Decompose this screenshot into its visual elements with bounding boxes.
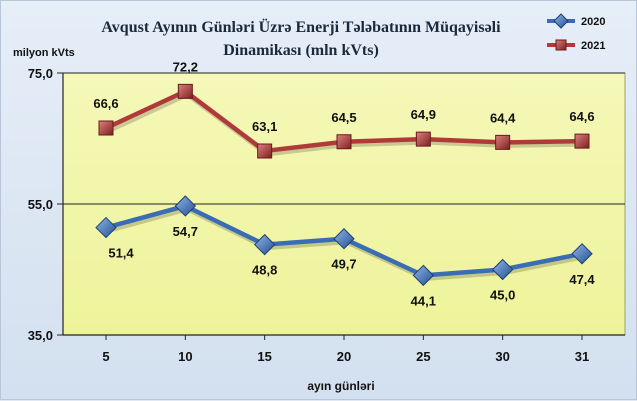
x-tick-label: 30	[495, 349, 509, 364]
x-tick-label: 25	[416, 349, 430, 364]
x-tick-label: 10	[178, 349, 192, 364]
data-label-2021: 63,1	[252, 119, 277, 134]
y-axis-label: milyon kVts	[13, 47, 75, 59]
legend-marker-2020	[553, 13, 569, 29]
data-label-2021: 64,4	[490, 110, 516, 125]
data-point-2021	[336, 134, 352, 150]
data-point-2021	[415, 131, 431, 147]
x-tick-label: 5	[102, 349, 109, 364]
data-label-2021: 64,6	[569, 109, 594, 124]
data-point-2021	[98, 120, 114, 136]
data-label-2020: 48,8	[252, 263, 277, 278]
data-point-2020	[571, 243, 593, 265]
y-tick-label: 75,0	[28, 66, 53, 81]
x-tick-label: 31	[575, 349, 589, 364]
data-label-2020: 44,1	[411, 293, 436, 308]
data-point-2021	[177, 83, 193, 99]
data-label-2021: 66,6	[93, 96, 118, 111]
data-label-2020: 45,0	[490, 288, 515, 303]
data-point-2021	[257, 143, 273, 159]
y-tick-label: 35,0	[28, 328, 53, 343]
y-tick-label: 55,0	[28, 197, 53, 212]
data-label-2021: 64,5	[331, 110, 356, 125]
legend-marker-2021	[555, 39, 567, 51]
data-label-2021: 64,9	[411, 107, 436, 122]
legend-label-2020: 2020	[581, 16, 605, 28]
legend: 2020 2021	[547, 13, 605, 52]
chart-title-line-2: Dinamikası (mln kVts)	[223, 42, 379, 59]
x-axis-label: ayın günləri	[307, 379, 374, 393]
data-label-2021: 72,2	[173, 59, 198, 74]
data-point-2020	[174, 195, 197, 217]
x-tick-label: 15	[257, 349, 271, 364]
data-point-2020	[333, 228, 355, 250]
data-point-2020	[95, 216, 117, 239]
chart-title-line-1: Avqust Ayının Günləri Üzrə Enerji Tələba…	[101, 18, 501, 36]
data-point-2021	[495, 134, 511, 150]
data-point-2020	[491, 258, 514, 281]
data-point-2020	[253, 233, 276, 256]
data-label-2020: 54,7	[173, 224, 198, 239]
x-tick-label: 20	[337, 349, 351, 364]
data-label-2020: 47,4	[569, 272, 595, 287]
legend-label-2021: 2021	[581, 40, 605, 52]
data-point-2020	[412, 264, 435, 287]
plot-area: 35,0 55,0 75,0 5 10 15 20 25 30 31 51,4 54,7 48,8 49,…	[28, 59, 626, 364]
data-point-2021	[574, 133, 590, 149]
data-label-2020: 49,7	[331, 257, 356, 272]
data-label-2020: 51,4	[108, 246, 134, 261]
